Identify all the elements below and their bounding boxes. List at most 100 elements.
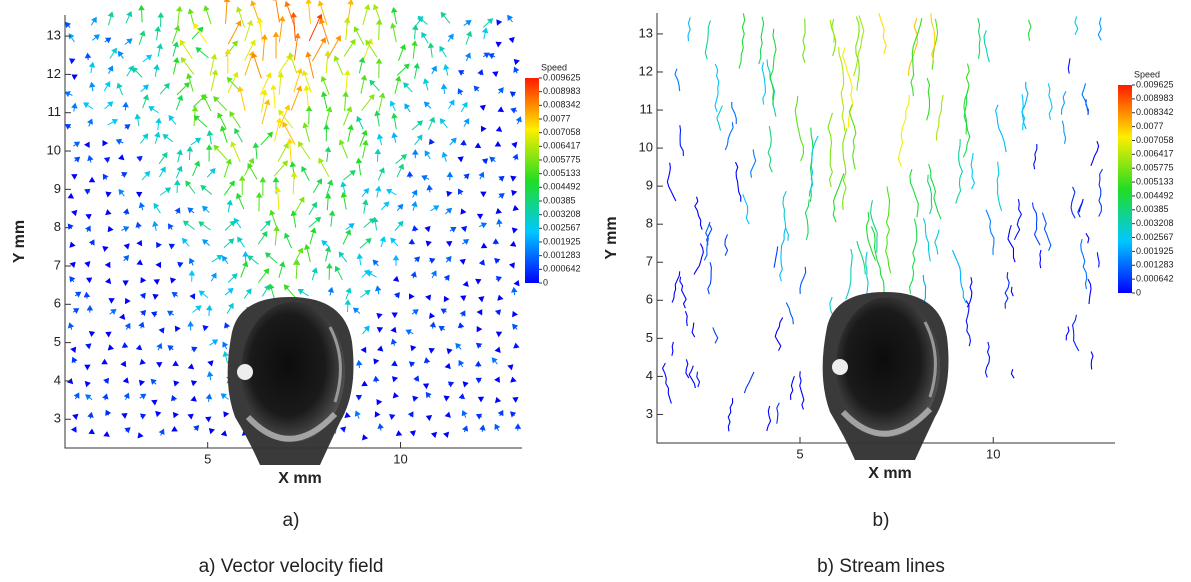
vector-arrow <box>223 180 235 196</box>
vector-arrow <box>71 74 78 81</box>
vector-arrow <box>141 170 151 181</box>
stream-line <box>996 161 1003 212</box>
vector-arrow <box>429 257 436 264</box>
vector-arrow <box>272 0 280 23</box>
vector-arrow <box>123 255 130 262</box>
vector-arrow <box>334 265 343 281</box>
vector-arrow <box>86 118 94 127</box>
vector-arrow <box>202 239 211 246</box>
stream-line <box>1077 201 1083 218</box>
colorbar-tick-label: 0.001283 <box>1136 260 1174 270</box>
vector-arrow <box>195 47 209 59</box>
stream-line <box>716 105 723 131</box>
vector-arrow <box>243 288 252 299</box>
vector-arrow <box>64 124 72 130</box>
vector-arrow <box>102 246 109 253</box>
vector-arrow <box>140 84 149 93</box>
vector-arrow <box>122 280 129 287</box>
vector-arrow <box>510 175 517 182</box>
vector-arrow <box>210 272 217 282</box>
vector-arrow <box>188 270 196 282</box>
vector-arrow <box>152 293 159 300</box>
vector-arrow <box>290 210 298 228</box>
y-tick-label: 9 <box>54 181 61 196</box>
vector-arrow <box>374 110 381 127</box>
vector-arrow <box>460 208 467 215</box>
vector-arrow <box>107 119 119 126</box>
vector-arrow <box>411 24 419 40</box>
stream-line <box>1097 17 1102 41</box>
vector-arrow <box>224 287 234 296</box>
colorbar-tick-label: 0.006417 <box>1136 149 1174 159</box>
vector-arrow <box>412 395 419 402</box>
colorbar-tick-label: 0.008342 <box>1136 107 1174 117</box>
colorbar-tick-label: 0.000642 <box>543 264 581 274</box>
vector-arrow <box>179 39 193 60</box>
vector-arrow <box>362 3 371 26</box>
vector-arrow <box>494 346 501 353</box>
vector-arrow <box>223 238 235 248</box>
stream-line <box>685 359 690 379</box>
vector-arrow <box>379 236 386 248</box>
stream-line <box>1060 91 1067 115</box>
vector-arrow <box>293 259 301 280</box>
vector-arrow <box>392 254 400 266</box>
vector-arrow <box>410 345 417 352</box>
stream-line <box>885 186 892 274</box>
vector-arrow <box>72 308 80 314</box>
vector-arrow <box>338 139 349 159</box>
colorbar-tick-label: 0.003208 <box>1136 218 1174 228</box>
vector-arrow <box>140 277 147 284</box>
axis-line <box>64 15 522 449</box>
vector-arrow <box>480 242 488 249</box>
vector-arrow <box>260 72 272 96</box>
vector-arrow <box>69 261 76 268</box>
vector-arrow <box>85 225 91 233</box>
vector-arrow <box>104 277 112 285</box>
vector-arrow <box>462 238 470 245</box>
vector-arrow <box>409 430 416 437</box>
vector-arrow <box>513 66 520 74</box>
vector-arrow <box>282 121 296 145</box>
vector-arrow <box>380 201 390 211</box>
vector-arrow <box>107 65 114 75</box>
vector-arrow <box>260 220 271 232</box>
vector-arrow <box>440 308 447 315</box>
vector-arrow <box>244 19 254 42</box>
vector-arrow <box>272 31 280 59</box>
stream-line <box>693 243 704 275</box>
vector-arrow <box>201 205 210 213</box>
vector-arrow <box>102 393 109 401</box>
vector-arrow <box>311 37 326 62</box>
vector-arrow <box>413 62 420 79</box>
vector-arrow <box>445 241 453 247</box>
vector-arrow <box>414 134 423 146</box>
vector-arrow <box>88 239 95 246</box>
vector-arrow <box>513 58 520 66</box>
y-tick-label: 11 <box>48 104 62 119</box>
vector-arrow <box>355 359 363 369</box>
vector-arrow <box>255 192 263 212</box>
vector-arrow <box>512 310 519 318</box>
vector-arrow <box>154 131 161 144</box>
vector-arrow <box>224 322 231 329</box>
stream-line <box>674 68 681 92</box>
vector-arrow <box>151 399 158 406</box>
vector-arrow <box>188 257 195 266</box>
vector-arrow <box>308 13 323 42</box>
stream-line <box>802 18 806 63</box>
stream-line <box>845 248 853 300</box>
vector-arrow <box>324 50 331 74</box>
vector-arrow <box>86 304 94 313</box>
vector-arrow <box>297 141 311 160</box>
vector-arrow <box>475 360 482 368</box>
vector-arrow <box>376 312 383 320</box>
stream-line <box>1027 19 1032 41</box>
vector-arrow <box>187 320 194 331</box>
vector-arrow <box>392 275 400 282</box>
vector-arrow <box>260 131 273 146</box>
vector-arrow <box>308 216 322 228</box>
vector-arrow <box>421 31 429 44</box>
stream-line <box>837 46 846 132</box>
vector-arrow <box>121 172 128 178</box>
